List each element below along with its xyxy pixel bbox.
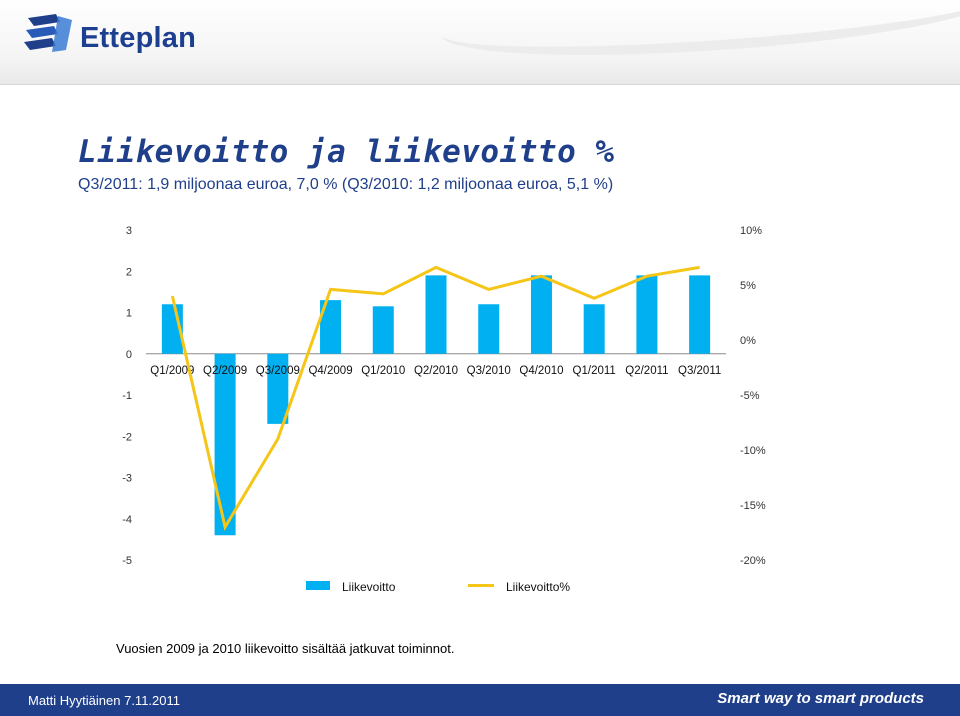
right-axis-tick: -5% <box>740 390 760 402</box>
page-title: Liikevoitto ja liikevoitto % <box>78 134 615 170</box>
category-label: Q2/2011 <box>625 365 668 377</box>
bar-Q2/2010 <box>425 275 447 354</box>
left-axis-tick: -3 <box>122 473 132 485</box>
combo-chart: -5 -4 -3 -2 -1 0 1 2 3 -20% -15% -10% -5% 0% 5% 10% Q1… <box>122 225 766 567</box>
slide-footer: Matti Hyytiäinen 7.11.2011 Smart way to … <box>0 684 960 716</box>
left-axis-tick: -2 <box>122 431 132 443</box>
bar-Q4/2010 <box>530 275 552 354</box>
category-label: Q1/2009 <box>150 365 194 377</box>
category-labels: Q1/2009 Q2/2009 Q3/2009 Q4/2009 Q1/2010 Q2/20… <box>150 365 721 377</box>
right-axis-tick: -15% <box>740 500 766 512</box>
category-label: Q2/2009 <box>203 365 247 377</box>
bar-Q3/2009 <box>267 353 289 424</box>
line-series <box>170 265 700 531</box>
right-axis-tick: 0% <box>740 335 756 347</box>
right-axis-ticks: -20% -15% -10% -5% 0% 5% 10% <box>740 225 766 567</box>
left-axis-tick: -4 <box>122 514 132 526</box>
footnote: Vuosien 2009 ja 2010 liikevoitto sisältä… <box>116 641 455 656</box>
category-label: Q3/2009 <box>256 365 300 377</box>
right-axis-tick: 5% <box>740 280 756 292</box>
footer-slogan: Smart way to smart products <box>717 690 924 707</box>
left-axis-tick: 1 <box>126 308 132 320</box>
category-label: Q2/2010 <box>414 365 458 377</box>
left-axis-tick: 3 <box>126 225 132 237</box>
logo-text: Etteplan <box>80 22 196 54</box>
footer-presenter-date: Matti Hyytiäinen 7.11.2011 <box>28 693 180 708</box>
category-label: Q1/2010 <box>361 365 405 377</box>
bar-Q2/2009 <box>214 353 236 536</box>
etteplan-logo-icon <box>24 14 72 52</box>
bar-Q3/2011 <box>689 275 711 354</box>
slide-header: Etteplan <box>0 0 960 85</box>
left-axis-ticks: -5 -4 -3 -2 -1 0 1 2 3 <box>122 225 132 567</box>
category-label: Q4/2009 <box>308 365 352 377</box>
page-subtitle: Q3/2011: 1,9 miljoonaa euroa, 7,0 % (Q3/… <box>78 176 614 193</box>
left-axis-tick: -5 <box>122 555 132 567</box>
right-axis-tick: -20% <box>740 555 766 567</box>
category-label: Q3/2010 <box>467 365 511 377</box>
bar-Q1/2010 <box>372 306 394 354</box>
bar-series <box>161 275 711 536</box>
legend-label-liikevoitto-pct: Liikevoitto% <box>506 580 571 594</box>
category-label: Q4/2010 <box>519 365 563 377</box>
left-axis-tick: 2 <box>126 266 132 278</box>
legend-swatch-line <box>468 584 494 587</box>
left-axis-tick: 0 <box>126 349 132 361</box>
category-label: Q1/2011 <box>573 365 616 377</box>
bar-Q1/2011 <box>583 304 605 354</box>
category-label: Q3/2011 <box>678 365 721 377</box>
header-decoration <box>438 0 960 70</box>
bar-Q4/2009 <box>320 300 342 354</box>
right-axis-tick: -10% <box>740 445 766 457</box>
bar-Q2/2011 <box>636 275 658 354</box>
bar-Q3/2010 <box>478 304 500 354</box>
chart-legend: Liikevoitto Liikevoitto% <box>306 578 646 598</box>
etteplan-logo: Etteplan <box>22 10 212 66</box>
legend-label-liikevoitto: Liikevoitto <box>342 580 396 594</box>
legend-swatch-bar <box>306 581 330 590</box>
right-axis-tick: 10% <box>740 225 762 237</box>
left-axis-tick: -1 <box>122 390 132 402</box>
